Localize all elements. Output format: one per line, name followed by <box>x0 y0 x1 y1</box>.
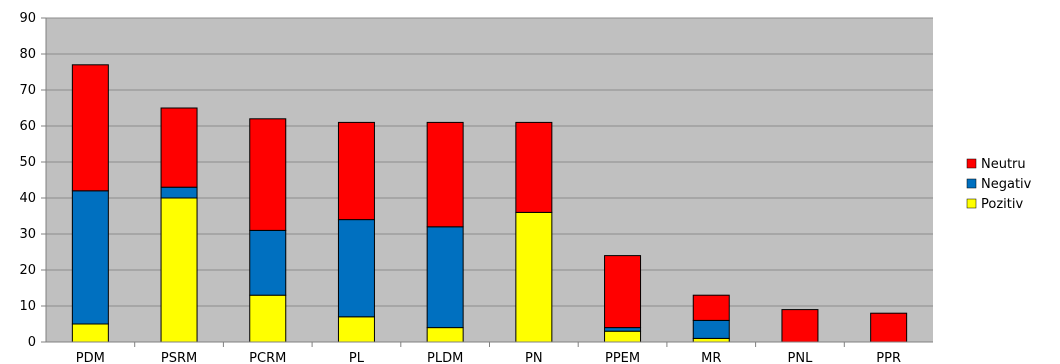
bar-segment-pozitiv-pldm <box>426 327 464 343</box>
bar-segment-neutru-ppem <box>604 255 642 329</box>
bar-segment-negativ-pcrm <box>249 229 287 296</box>
x-tick-label: MR <box>701 351 721 364</box>
y-tick-label: 10 <box>19 299 36 314</box>
bar-segment-neutru-mr <box>692 294 730 321</box>
y-tick-label: 50 <box>19 155 36 170</box>
bar-segment-pozitiv-pl <box>337 316 375 343</box>
x-tick-label: PLDM <box>427 351 463 364</box>
x-tick-label: PN <box>525 351 543 364</box>
bar-segment-pozitiv-pdm <box>71 323 109 343</box>
bar-segment-pozitiv-ppem <box>604 330 642 343</box>
bar-segment-negativ-ppem <box>604 327 642 332</box>
y-tick-label: 20 <box>19 263 36 278</box>
bar-segment-neutru-pnl <box>781 309 819 343</box>
x-tick-label: PPR <box>876 351 901 364</box>
bar-segment-negativ-pl <box>337 219 375 318</box>
x-tick-label: PPEM <box>605 351 640 364</box>
legend-label-pozitiv: Pozitiv <box>981 197 1023 212</box>
legend-swatch-pozitiv <box>966 198 977 209</box>
bar-segment-pozitiv-pn <box>515 211 553 343</box>
bar-segment-neutru-pl <box>337 121 375 221</box>
bar-segment-pozitiv-mr <box>692 337 730 343</box>
bar-segment-neutru-psrm <box>160 107 198 188</box>
bar-segment-negativ-mr <box>692 319 730 339</box>
y-tick-label: 80 <box>19 47 36 62</box>
y-tick-label: 70 <box>19 83 36 98</box>
bar-segment-neutru-pdm <box>71 64 109 192</box>
x-tick-label: PSRM <box>161 351 197 364</box>
legend-swatch-neutru <box>966 158 977 169</box>
bar-segment-pozitiv-pcrm <box>249 294 287 343</box>
legend: Neutru Negativ Pozitiv <box>966 157 1032 212</box>
bar-segment-negativ-psrm <box>160 186 198 199</box>
legend-label-neutru: Neutru <box>981 157 1026 172</box>
y-tick-label: 60 <box>19 119 36 134</box>
x-tick-label: PDM <box>76 351 105 364</box>
bar-segment-pozitiv-psrm <box>160 197 198 343</box>
bar-segment-neutru-pldm <box>426 121 464 228</box>
x-tick-label: PL <box>349 351 365 364</box>
y-tick-labels: 0 10 20 30 40 50 60 70 80 90 <box>19 11 36 350</box>
bar-segment-neutru-ppr <box>870 312 908 343</box>
bar-segment-negativ-pldm <box>426 226 464 329</box>
legend-swatch-negativ <box>966 178 977 189</box>
y-tick-label: 90 <box>19 11 36 26</box>
axes <box>41 17 933 347</box>
bar-segment-neutru-pn <box>515 121 553 213</box>
y-tick-label: 40 <box>19 191 36 206</box>
x-tick-label: PNL <box>788 351 814 364</box>
legend-label-negativ: Negativ <box>981 177 1032 192</box>
x-tick-labels: PDM PSRM PCRM PL PLDM PN PPEM MR PNL PPR <box>76 351 901 364</box>
y-tick-label: 30 <box>19 227 36 242</box>
bars <box>71 64 908 343</box>
y-tick-label: 0 <box>28 335 36 350</box>
x-tick-label: PCRM <box>249 351 286 364</box>
bar-segment-negativ-pdm <box>71 190 109 325</box>
bar-segment-neutru-pcrm <box>249 118 287 231</box>
